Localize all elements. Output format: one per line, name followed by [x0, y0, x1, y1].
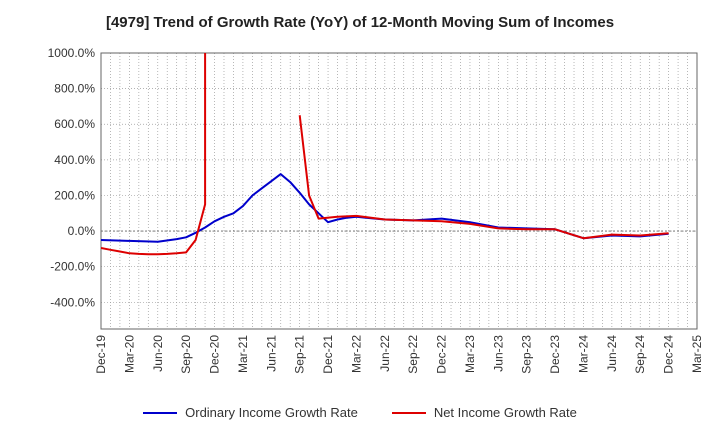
plot-frame	[100, 52, 698, 330]
x-tick-label: Sep-23	[520, 335, 534, 374]
x-tick-label: Dec-19	[94, 335, 108, 374]
x-tick-label: Sep-21	[293, 335, 307, 374]
net-income-series-line	[101, 53, 207, 256]
x-tick-label: Dec-24	[662, 335, 676, 374]
x-tick-label: Jun-22	[378, 335, 392, 372]
net-income-series-line	[298, 115, 669, 240]
x-tick-label: Mar-22	[349, 335, 363, 373]
legend-label-net: Net Income Growth Rate	[433, 405, 577, 420]
y-tick-label: 0.0%	[68, 224, 96, 238]
legend-label-ordinary: Ordinary Income Growth Rate	[185, 405, 358, 420]
x-tick-label: Jun-23	[491, 335, 505, 372]
x-tick-label: Sep-24	[633, 335, 647, 374]
y-tick-label: -400.0%	[50, 295, 95, 309]
x-tick-label: Jun-24	[605, 335, 619, 372]
x-tick-label: Mar-25	[690, 335, 704, 373]
x-tick-label: Jun-21	[264, 335, 278, 372]
y-tick-label: 1000.0%	[48, 46, 96, 60]
y-tick-label: 600.0%	[54, 117, 95, 131]
legend-swatch-ordinary	[143, 411, 178, 414]
y-tick-label: -200.0%	[50, 260, 95, 274]
x-tick-label: Jun-20	[151, 335, 165, 372]
x-tick-label: Dec-20	[208, 335, 222, 374]
x-tick-label: Mar-21	[236, 335, 250, 373]
x-tick-label: Dec-21	[321, 335, 335, 374]
legend-item-net: Net Income Growth Rate	[391, 405, 577, 420]
x-tick-label: Mar-23	[463, 335, 477, 373]
chart-title: [4979] Trend of Growth Rate (YoY) of 12-…	[105, 14, 615, 31]
x-tick-label: Sep-22	[406, 335, 420, 374]
x-tick-label: Dec-22	[435, 335, 449, 374]
x-tick-label: Dec-23	[548, 335, 562, 374]
chart-legend: Ordinary Income Growth Rate Net Income G…	[0, 405, 720, 420]
ordinary-income-series-line	[101, 173, 669, 243]
legend-swatch-net	[391, 411, 426, 414]
y-tick-label: 800.0%	[54, 82, 95, 96]
x-tick-label: Mar-24	[576, 335, 590, 373]
y-tick-label: 400.0%	[54, 153, 95, 167]
x-tick-label: Sep-20	[179, 335, 193, 374]
y-tick-label: 200.0%	[54, 188, 95, 202]
legend-item-ordinary: Ordinary Income Growth Rate	[143, 405, 358, 420]
x-tick-label: Mar-20	[122, 335, 136, 373]
